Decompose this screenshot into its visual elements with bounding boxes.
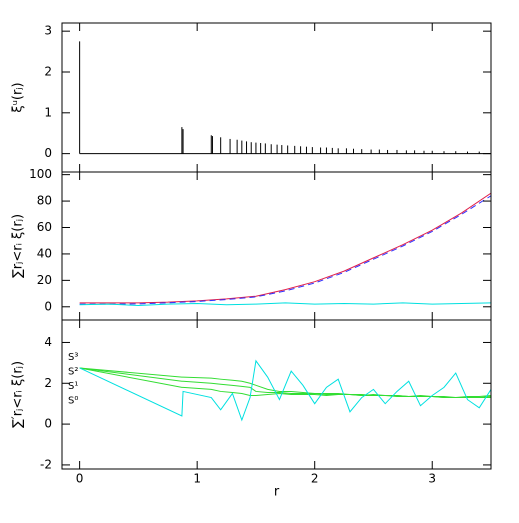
x-axis-label: r	[274, 485, 280, 500]
y-tick-label: 20	[37, 273, 52, 287]
y-tick-label: 100	[29, 167, 52, 181]
series-line	[79, 195, 491, 305]
x-tick-label: 1	[193, 472, 201, 486]
legend-label: S³	[68, 352, 78, 363]
y-tick-label: -2	[40, 457, 52, 471]
y-tick-label: 0	[44, 299, 52, 313]
y-tick-label: 2	[44, 376, 52, 390]
x-tick-label: 0	[76, 472, 84, 486]
plot-area	[79, 192, 491, 306]
y-tick-label: 80	[37, 194, 52, 208]
y-axis-label: ∑′rⱼ<rᵢ ξ(rⱼ)	[11, 361, 26, 428]
series-line	[79, 192, 491, 304]
y-tick-label: 60	[37, 220, 52, 234]
series-line	[79, 302, 491, 306]
y-axis-label: ∑rⱼ<rᵢ ξ(rⱼ)	[11, 214, 26, 278]
series-line	[79, 367, 491, 399]
plot-area	[79, 41, 491, 155]
plot-area	[79, 359, 491, 422]
legend-label: S¹	[68, 381, 78, 392]
panel-frame	[61, 171, 492, 321]
y-tick-label: 1	[44, 105, 52, 119]
panel-frame	[61, 319, 492, 470]
y-tick-label: 2	[44, 64, 52, 78]
y-axis-label: ξᵘ(rⱼ)	[11, 82, 26, 112]
series-line	[79, 359, 491, 422]
y-tick-label: 3	[44, 24, 52, 38]
x-tick-label: 3	[428, 472, 436, 486]
legend-label: S⁰	[68, 396, 78, 407]
y-tick-label: 4	[44, 335, 52, 349]
legend-label: S²	[68, 367, 78, 378]
series-line	[79, 367, 491, 399]
x-tick-label: 2	[311, 472, 319, 486]
y-tick-label: 0	[44, 146, 52, 160]
y-tick-label: 40	[37, 246, 52, 260]
panel-frame	[61, 22, 492, 173]
y-tick-label: 0	[44, 417, 52, 431]
